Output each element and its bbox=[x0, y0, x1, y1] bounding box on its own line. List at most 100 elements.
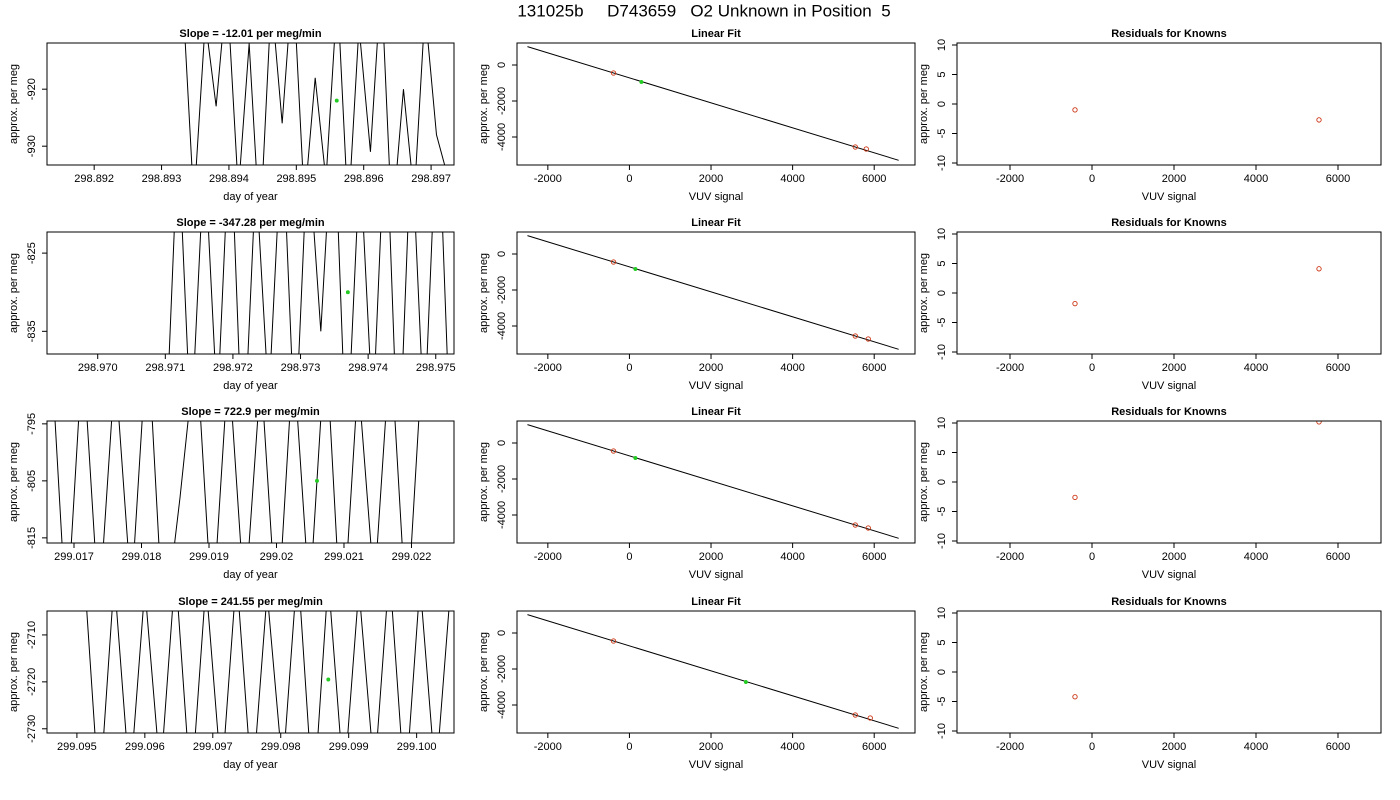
x-tick-label: 4000 bbox=[1244, 362, 1268, 374]
y-tick-label: -5 bbox=[936, 507, 948, 517]
y-tick-label: -10 bbox=[936, 723, 948, 739]
x-tick-label: 0 bbox=[1089, 362, 1095, 374]
x-axis-label: day of year bbox=[223, 759, 278, 771]
plot-frame bbox=[516, 231, 916, 355]
x-tick-label: 2000 bbox=[1162, 173, 1186, 185]
panel-title: Linear Fit bbox=[691, 596, 741, 608]
x-tick-label: 4000 bbox=[780, 173, 804, 185]
y-tick-label: -5 bbox=[936, 129, 948, 139]
x-tick-label: 0 bbox=[1089, 741, 1095, 753]
y-tick-label: 0 bbox=[496, 62, 508, 68]
data-point bbox=[610, 259, 617, 265]
y-tick-label: 0 bbox=[496, 630, 508, 636]
plot-frame bbox=[956, 610, 1382, 734]
data-point bbox=[865, 336, 871, 342]
x-tick-label: -2000 bbox=[996, 362, 1024, 374]
y-tick-label: -815 bbox=[26, 527, 38, 549]
panel-title: Residuals for Knowns bbox=[1111, 406, 1227, 418]
x-tick-label: 4000 bbox=[1244, 173, 1268, 185]
x-tick-label: 6000 bbox=[1326, 741, 1350, 753]
data-point bbox=[326, 677, 331, 682]
x-tick-label: 298.975 bbox=[416, 362, 456, 374]
x-tick-label: 2000 bbox=[699, 173, 723, 185]
y-axis-label: approx. per meg bbox=[8, 632, 20, 712]
x-tick-label: 299.018 bbox=[122, 551, 162, 563]
x-tick-label: 298.970 bbox=[78, 362, 118, 374]
x-tick-label: 2000 bbox=[699, 741, 723, 753]
x-tick-label: 0 bbox=[1089, 551, 1095, 563]
y-tick-label: 0 bbox=[936, 669, 948, 675]
panel: Slope = -347.28 per meg/min day of year ap… bbox=[8, 217, 456, 392]
x-tick-label: 4000 bbox=[780, 741, 804, 753]
y-tick-label: -5 bbox=[936, 697, 948, 707]
data-point bbox=[1072, 694, 1078, 700]
y-tick-label: 0 bbox=[496, 440, 508, 446]
x-tick-label: -2000 bbox=[996, 741, 1024, 753]
plot-area bbox=[527, 46, 899, 161]
y-tick-label: -4000 bbox=[496, 691, 508, 719]
data-point bbox=[852, 333, 858, 339]
x-tick-label: 6000 bbox=[862, 551, 886, 563]
x-tick-label: 0 bbox=[626, 173, 632, 185]
x-tick-label: 299.096 bbox=[125, 741, 165, 753]
y-tick-label: 10 bbox=[936, 607, 948, 619]
y-tick-label: -825 bbox=[26, 242, 38, 264]
plot-frame bbox=[516, 420, 916, 544]
x-tick-label: 298.895 bbox=[276, 173, 316, 185]
data-line bbox=[527, 424, 899, 539]
x-tick-label: 0 bbox=[626, 362, 632, 374]
panel: Linear Fit VUV signal approx. per meg -2000… bbox=[478, 596, 916, 771]
panel-title: Residuals for Knowns bbox=[1111, 217, 1227, 229]
x-tick-label: 6000 bbox=[1326, 551, 1350, 563]
x-tick-label: 2000 bbox=[699, 551, 723, 563]
panel: Slope = -12.01 per meg/min day of year app… bbox=[8, 28, 455, 203]
panel: Residuals for Knowns VUV signal approx. pe… bbox=[918, 406, 1382, 581]
x-tick-label: 6000 bbox=[862, 362, 886, 374]
y-tick-label: -2720 bbox=[26, 668, 38, 696]
x-tick-label: 298.971 bbox=[145, 362, 185, 374]
data-point bbox=[1316, 266, 1322, 272]
x-axis-label: VUV signal bbox=[1142, 380, 1196, 392]
data-point bbox=[863, 146, 869, 152]
y-tick-label: -805 bbox=[26, 470, 38, 492]
x-tick-label: 299.099 bbox=[329, 741, 369, 753]
x-tick-label: 4000 bbox=[1244, 741, 1268, 753]
y-axis-label: approx. per meg bbox=[918, 253, 930, 333]
x-tick-label: 298.893 bbox=[142, 173, 182, 185]
x-tick-label: 299.100 bbox=[397, 741, 437, 753]
y-tick-label: -4000 bbox=[496, 123, 508, 151]
y-axis-label: approx. per meg bbox=[478, 253, 490, 333]
panel-title: Slope = -12.01 per meg/min bbox=[179, 28, 321, 40]
plot-area bbox=[86, 611, 450, 733]
data-point bbox=[1072, 107, 1078, 113]
x-axis-label: VUV signal bbox=[1142, 191, 1196, 203]
x-tick-label: 299.022 bbox=[392, 551, 432, 563]
data-point bbox=[1316, 421, 1322, 425]
data-point bbox=[1072, 494, 1078, 500]
plot-area bbox=[1072, 694, 1078, 700]
x-tick-label: 299.019 bbox=[189, 551, 229, 563]
y-tick-label: 5 bbox=[936, 71, 948, 77]
x-tick-label: 2000 bbox=[1162, 551, 1186, 563]
y-tick-label: 0 bbox=[936, 101, 948, 107]
x-tick-label: 299.095 bbox=[57, 741, 97, 753]
data-point bbox=[315, 478, 319, 483]
panel-title: Slope = 722.9 per meg/min bbox=[181, 406, 320, 418]
panel: Slope = 722.9 per meg/min day of year appr… bbox=[8, 406, 455, 581]
plot-frame bbox=[516, 42, 916, 166]
x-tick-label: -2000 bbox=[996, 551, 1024, 563]
panel: Linear Fit VUV signal approx. per meg -2000… bbox=[478, 28, 916, 203]
x-tick-label: 299.097 bbox=[193, 741, 233, 753]
y-tick-label: -5 bbox=[936, 318, 948, 328]
x-tick-label: 0 bbox=[626, 741, 632, 753]
plot-frame bbox=[516, 610, 916, 734]
plot-area bbox=[54, 421, 420, 543]
y-tick-label: 10 bbox=[936, 39, 948, 51]
plot-frame bbox=[956, 231, 1382, 355]
data-point bbox=[633, 267, 638, 271]
panel: Linear Fit VUV signal approx. per meg -2000… bbox=[478, 217, 916, 392]
y-tick-label: -920 bbox=[26, 78, 38, 100]
x-axis-label: VUV signal bbox=[689, 759, 743, 771]
plot-frame bbox=[46, 42, 455, 166]
